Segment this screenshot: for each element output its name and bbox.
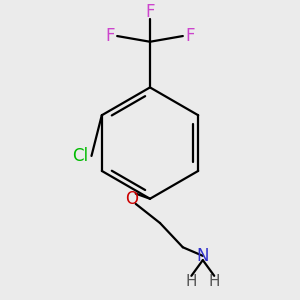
Text: F: F [105, 27, 115, 45]
Text: N: N [196, 247, 209, 265]
Text: H: H [208, 274, 220, 289]
Text: F: F [145, 3, 155, 21]
Text: H: H [186, 274, 197, 289]
Text: O: O [125, 190, 138, 208]
Text: F: F [185, 27, 195, 45]
Text: Cl: Cl [72, 147, 88, 165]
